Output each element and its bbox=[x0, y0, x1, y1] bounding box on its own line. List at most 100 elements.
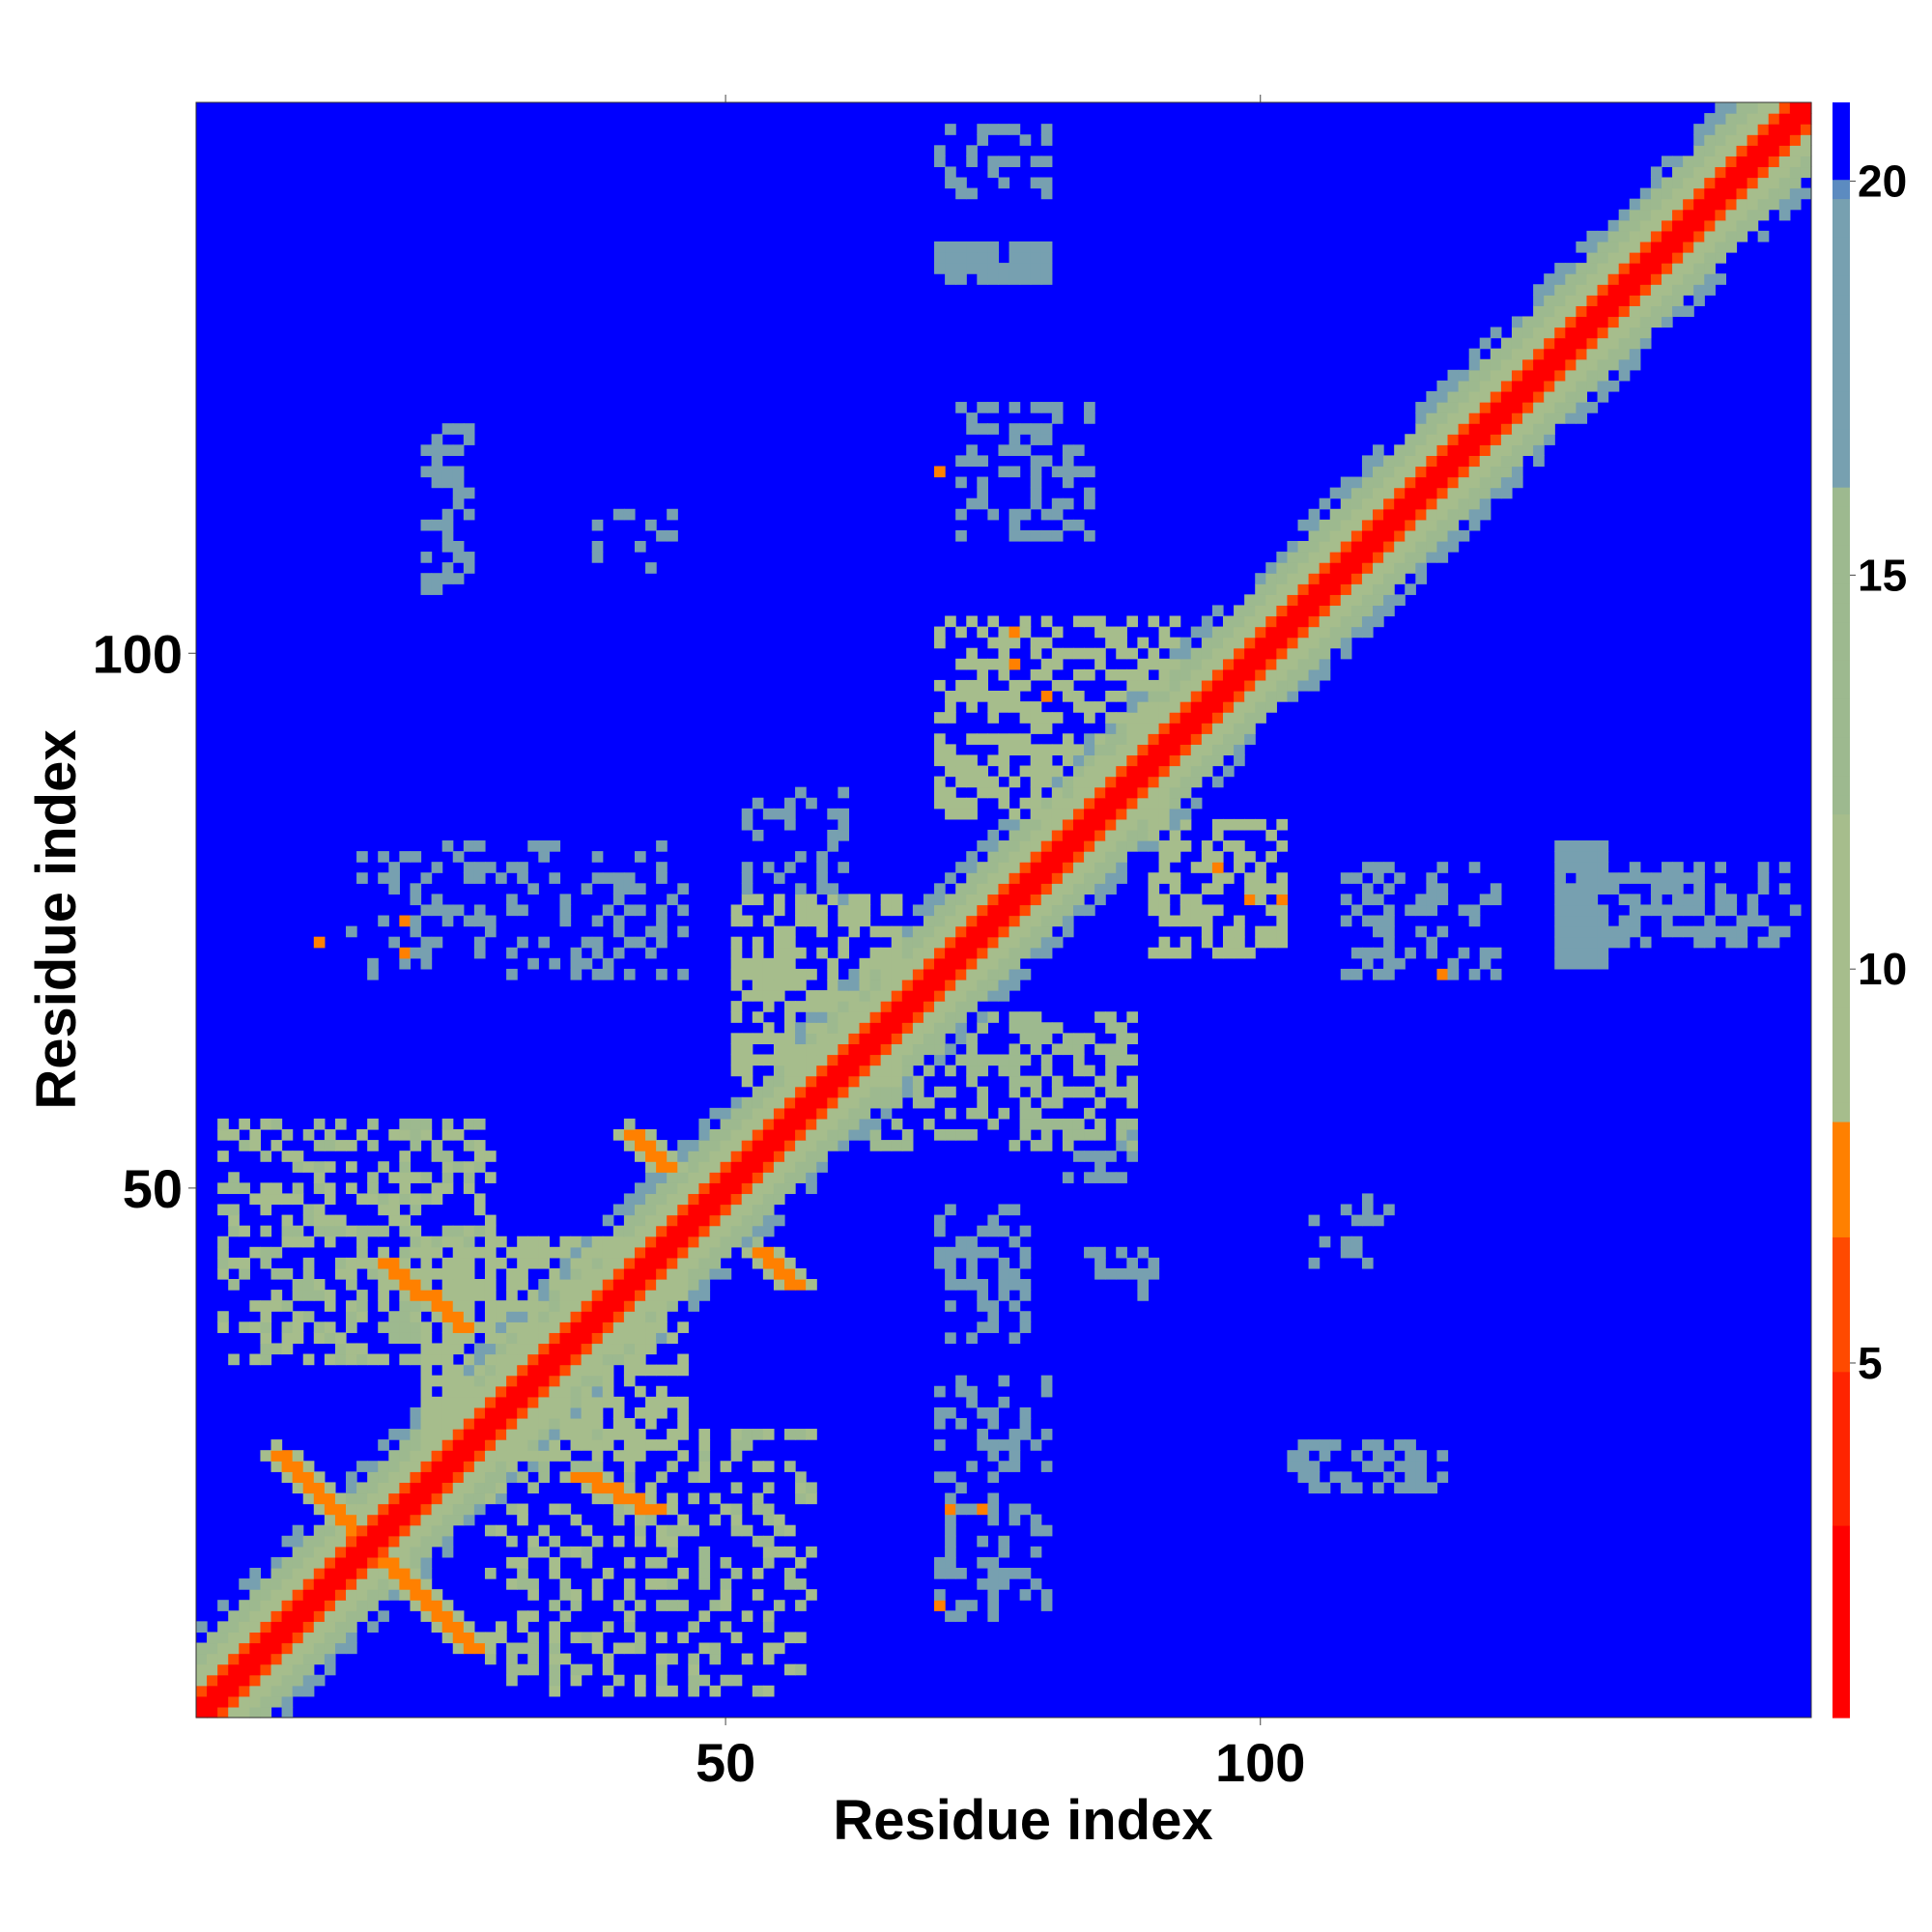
heatmap-cell bbox=[698, 1214, 711, 1227]
heatmap-cell bbox=[570, 1290, 582, 1301]
heatmap-cell bbox=[1778, 209, 1791, 221]
heatmap-cell bbox=[292, 1236, 304, 1248]
heatmap-cell bbox=[1019, 1107, 1032, 1120]
heatmap-cell bbox=[1800, 134, 1812, 146]
heatmap-cell bbox=[806, 968, 817, 980]
heatmap-cell bbox=[1704, 284, 1716, 296]
heatmap-cell bbox=[1105, 668, 1117, 681]
heatmap-cell bbox=[570, 1246, 582, 1259]
heatmap-cell bbox=[270, 1556, 283, 1569]
heatmap-cell bbox=[1405, 529, 1416, 542]
heatmap-cell bbox=[1222, 840, 1235, 852]
heatmap-cell bbox=[239, 1140, 250, 1151]
heatmap-cell bbox=[698, 1674, 711, 1687]
heatmap-cell bbox=[452, 1439, 465, 1451]
heatmap-cell bbox=[1009, 818, 1021, 831]
heatmap-cell bbox=[602, 968, 614, 980]
heatmap-cell bbox=[346, 1225, 357, 1237]
heatmap-cell bbox=[1350, 562, 1363, 574]
heatmap-cell bbox=[473, 1439, 486, 1451]
heatmap-cell bbox=[923, 1033, 935, 1045]
heatmap-cell bbox=[1030, 797, 1042, 810]
heatmap-cell bbox=[1586, 241, 1599, 253]
heatmap-cell bbox=[838, 1054, 850, 1066]
heatmap-cell bbox=[1051, 744, 1064, 756]
heatmap-cell bbox=[1084, 733, 1095, 745]
heatmap-cell bbox=[741, 1096, 753, 1109]
heatmap-cell bbox=[228, 1257, 240, 1269]
heatmap-cell bbox=[645, 1182, 657, 1195]
heatmap-cell bbox=[1265, 851, 1277, 863]
heatmap-cell bbox=[752, 797, 764, 810]
heatmap-cell bbox=[784, 1172, 796, 1183]
heatmap-cell bbox=[645, 1300, 657, 1312]
colorbar-segment bbox=[1833, 256, 1850, 276]
heatmap-cell bbox=[623, 1311, 636, 1322]
heatmap-cell bbox=[795, 1492, 807, 1505]
heatmap-cell bbox=[1500, 402, 1513, 413]
heatmap-cell bbox=[1308, 1257, 1321, 1269]
heatmap-cell bbox=[945, 1022, 956, 1034]
heatmap-cell bbox=[1511, 390, 1523, 403]
heatmap-cell bbox=[1009, 936, 1021, 949]
heatmap-cell bbox=[827, 829, 838, 841]
heatmap-cell bbox=[1672, 894, 1684, 906]
heatmap-cell bbox=[538, 1257, 550, 1269]
heatmap-cell bbox=[1597, 872, 1609, 884]
heatmap-cell bbox=[1768, 166, 1780, 179]
heatmap-cell bbox=[1576, 840, 1588, 852]
heatmap-cell bbox=[473, 1642, 486, 1655]
heatmap-cell bbox=[901, 1033, 914, 1045]
heatmap-cell bbox=[1639, 295, 1652, 306]
heatmap-cell bbox=[1126, 691, 1139, 702]
heatmap-cell bbox=[441, 1514, 454, 1526]
heatmap-cell bbox=[1468, 968, 1481, 980]
heatmap-cell bbox=[431, 862, 443, 873]
heatmap-cell bbox=[1618, 209, 1631, 221]
heatmap-cell bbox=[1084, 497, 1095, 510]
heatmap-cell bbox=[1565, 925, 1577, 938]
heatmap-cell bbox=[527, 1332, 539, 1345]
heatmap-cell bbox=[249, 1621, 262, 1634]
heatmap-cell bbox=[1051, 883, 1064, 895]
heatmap-cell bbox=[1084, 1107, 1095, 1120]
heatmap-cell bbox=[292, 1600, 304, 1611]
heatmap-cell bbox=[1169, 658, 1181, 670]
heatmap-cell bbox=[762, 968, 775, 980]
heatmap-cell bbox=[334, 1492, 347, 1505]
heatmap-cell bbox=[1062, 679, 1074, 692]
heatmap-cell bbox=[645, 947, 657, 959]
heatmap-cell bbox=[869, 1128, 882, 1141]
heatmap-cell bbox=[591, 1375, 604, 1387]
colorbar-segment bbox=[1833, 487, 1850, 507]
heatmap-cell bbox=[196, 1695, 208, 1708]
heatmap-cell bbox=[1789, 198, 1802, 211]
heatmap-cell bbox=[795, 1096, 807, 1109]
heatmap-cell bbox=[1040, 187, 1053, 200]
heatmap-cell bbox=[1565, 947, 1577, 959]
heatmap-cell bbox=[838, 1065, 850, 1077]
heatmap-cell bbox=[1116, 765, 1127, 778]
heatmap-cell bbox=[966, 883, 978, 895]
heatmap-cell bbox=[1105, 1075, 1117, 1088]
heatmap-cell bbox=[581, 1343, 593, 1355]
heatmap-cell bbox=[1576, 369, 1588, 382]
heatmap-cell bbox=[634, 1524, 646, 1537]
heatmap-cell bbox=[1030, 754, 1042, 767]
heatmap-cell bbox=[549, 1353, 561, 1366]
heatmap-cell bbox=[1319, 583, 1331, 595]
heatmap-cell bbox=[1158, 808, 1171, 820]
heatmap-cell bbox=[1009, 658, 1021, 670]
heatmap-cell bbox=[581, 1332, 593, 1345]
heatmap-cell bbox=[945, 124, 956, 135]
heatmap-cell bbox=[816, 1001, 828, 1012]
heatmap-cell bbox=[634, 1332, 646, 1345]
heatmap-cell bbox=[977, 786, 988, 799]
heatmap-cell bbox=[302, 1589, 315, 1601]
heatmap-cell bbox=[773, 1043, 785, 1056]
heatmap-cell bbox=[1072, 851, 1085, 863]
heatmap-cell bbox=[228, 1353, 240, 1366]
heatmap-cell bbox=[998, 1065, 1010, 1077]
heatmap-cell bbox=[688, 1257, 700, 1269]
heatmap-cell bbox=[709, 1236, 722, 1248]
